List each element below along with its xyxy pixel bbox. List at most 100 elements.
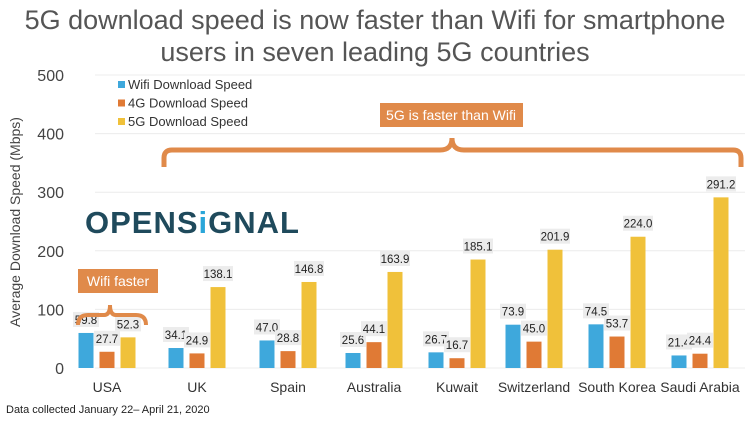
x-tick-label: Kuwait [436, 379, 478, 395]
data-label: 185.1 [464, 242, 493, 254]
data-label-bg [254, 319, 280, 335]
bar-wifi [671, 355, 687, 368]
data-label: 34.1 [165, 330, 187, 342]
data-label: 24.9 [186, 335, 208, 347]
bar-4g [280, 351, 296, 368]
legend-swatch [118, 81, 125, 88]
x-tick-label: Switzerland [498, 379, 570, 395]
y-tick-label: 100 [37, 302, 64, 319]
data-label: 28.8 [277, 333, 299, 345]
5g-faster-label: 5G is faster than Wifi [386, 107, 516, 123]
y-axis-label: Average Download Speed (Mbps) [7, 117, 23, 327]
bar-4g [449, 358, 465, 368]
data-label-bg [666, 334, 692, 350]
bar-4g [99, 351, 115, 368]
data-label: 201.9 [541, 232, 570, 244]
data-label-bg [604, 315, 630, 331]
bar-wifi [588, 324, 604, 368]
data-label: 73.9 [502, 307, 524, 319]
opensignal-logo: OPENSiGNAL [85, 205, 300, 240]
bar-4g [609, 336, 625, 368]
chart-title: 5G download speed is now faster than Wif… [24, 5, 726, 67]
data-label-bg [163, 327, 189, 343]
data-label-bg [380, 250, 410, 266]
bar-5g [210, 287, 226, 368]
y-tick-label: 400 [37, 127, 64, 144]
wifi-faster-brace [76, 304, 148, 326]
y-tick-label: 500 [37, 68, 64, 85]
x-tick-label: Spain [270, 379, 306, 395]
data-label-bg [340, 331, 366, 347]
bar-wifi [78, 332, 94, 368]
data-label-bg [706, 176, 736, 192]
legend-label: 5G Download Speed [128, 114, 248, 129]
bar-wifi [345, 352, 361, 368]
data-label-bg [623, 215, 653, 231]
data-label: 74.5 [585, 306, 607, 318]
data-label-bg [583, 303, 609, 319]
data-label: 16.7 [446, 340, 468, 352]
wifi-faster-label: Wifi faster [87, 273, 150, 289]
x-tick-label: South Korea [578, 379, 656, 395]
data-label-bg [463, 238, 493, 254]
bar-4g [526, 341, 542, 368]
x-tick-label: Saudi Arabia [660, 379, 740, 395]
data-label-bg [521, 320, 547, 336]
data-label-bg [184, 332, 210, 348]
data-label: 21.4 [668, 337, 691, 349]
x-tick-label: UK [187, 379, 207, 395]
data-label-bg [203, 266, 233, 282]
data-label-bg [423, 331, 449, 347]
bar-5g [120, 337, 136, 368]
footnote: Data collected January 22– April 21, 202… [6, 404, 210, 416]
wifi-faster-box [78, 269, 158, 293]
bar-4g [366, 342, 382, 368]
legend-swatch [118, 118, 125, 125]
y-tick-label: 0 [55, 361, 64, 378]
data-label: 146.8 [295, 264, 324, 276]
y-tick-label: 300 [37, 185, 64, 202]
data-label-bg [540, 228, 570, 244]
x-tick-label: Australia [347, 379, 402, 395]
bar-5g [630, 236, 646, 368]
data-label: 27.7 [96, 334, 118, 346]
x-tick-label: USA [93, 379, 122, 395]
data-label: 163.9 [381, 254, 410, 266]
5g-faster-box [380, 103, 523, 127]
data-label-bg [94, 330, 120, 346]
data-label-bg [500, 303, 526, 319]
data-label: 47.0 [256, 322, 278, 334]
data-label-bg [444, 337, 470, 353]
bar-5g [301, 281, 317, 368]
data-label: 53.7 [606, 319, 628, 331]
data-label-bg [294, 260, 324, 276]
data-label: 45.0 [523, 324, 545, 336]
data-label: 138.1 [204, 269, 233, 281]
bar-5g [387, 271, 403, 368]
data-label-bg [115, 316, 141, 332]
legend-label: 4G Download Speed [128, 96, 248, 111]
bar-wifi [168, 348, 184, 368]
data-label: 291.2 [707, 179, 736, 191]
data-label: 26.7 [425, 334, 447, 346]
bar-4g [189, 353, 205, 368]
data-label: 24.4 [689, 336, 712, 348]
bar-wifi [505, 324, 521, 368]
bar-5g [713, 197, 729, 368]
bar-4g [692, 353, 708, 368]
data-label-bg [687, 332, 713, 348]
data-label: 52.3 [117, 319, 139, 331]
data-label: 25.6 [342, 335, 364, 347]
bar-wifi [259, 340, 275, 368]
data-label: 224.0 [624, 219, 653, 231]
bar-5g [547, 249, 563, 368]
data-label-bg [361, 321, 387, 337]
bar-wifi [428, 352, 444, 368]
5g-faster-brace [161, 137, 744, 167]
bar-5g [470, 259, 486, 368]
legend-swatch [118, 99, 125, 107]
y-tick-label: 200 [37, 244, 64, 261]
legend-label: Wifi Download Speed [128, 77, 252, 92]
